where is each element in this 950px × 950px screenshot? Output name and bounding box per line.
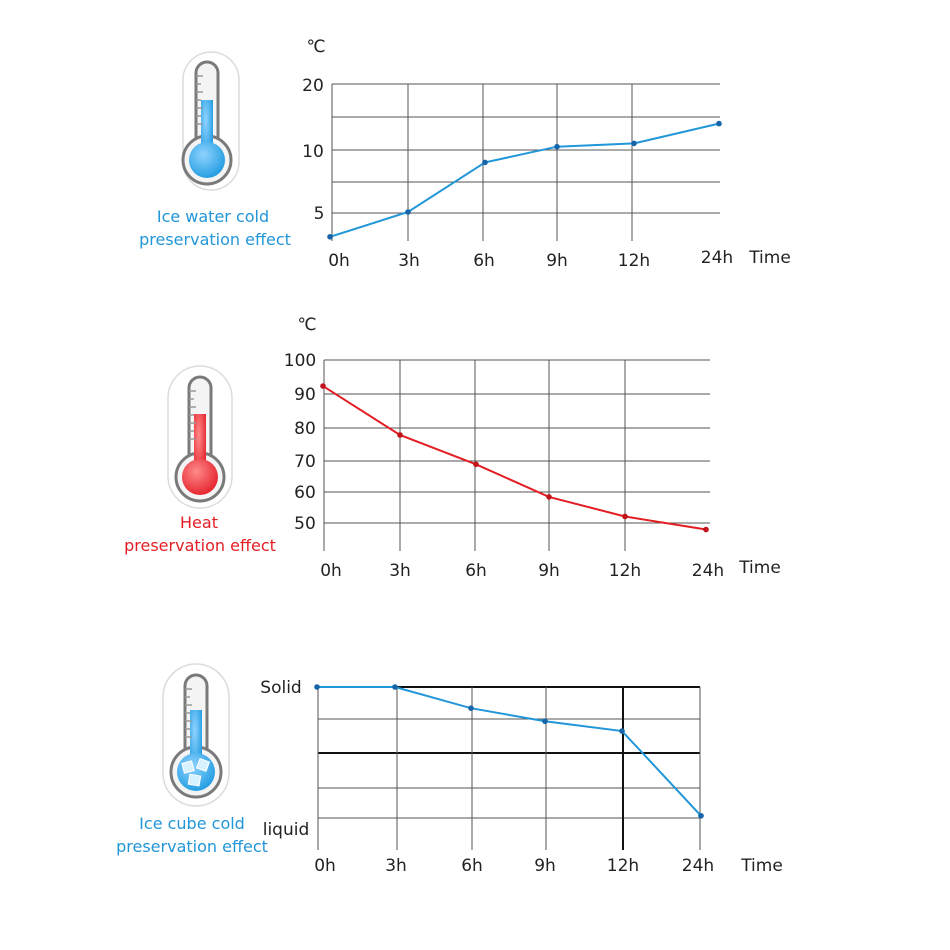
y-tick-label: 50: [294, 514, 316, 534]
x-tick-label: 12h: [609, 561, 641, 581]
y-tick-label: 80: [294, 419, 316, 439]
data-point: [622, 513, 628, 520]
x-axis-label: Time: [740, 856, 783, 876]
y-tick-label: 100: [284, 351, 316, 371]
x-tick-label: 6h: [465, 561, 487, 581]
data-point: [716, 120, 722, 127]
x-tick-label: 9h: [538, 561, 560, 581]
data-point: [327, 234, 333, 240]
data-point: [619, 728, 625, 734]
y-tick-label: 70: [294, 452, 316, 472]
caption-ice-water-line1: Ice water cold: [157, 207, 269, 226]
x-tick-label: 9h: [534, 856, 556, 876]
x-tick-label: 6h: [473, 251, 495, 271]
data-point: [473, 461, 479, 468]
y-tick-label: 20: [302, 76, 324, 96]
data-point: [405, 209, 411, 215]
x-tick-label: 12h: [607, 856, 639, 876]
data-point: [546, 494, 552, 500]
data-point: [392, 684, 398, 690]
y-tick-label: 5: [314, 204, 325, 224]
x-tick-label: 3h: [385, 856, 407, 876]
chart-ice-cube-grid: [317, 686, 701, 850]
data-point: [631, 140, 637, 147]
series-ice-cube: [314, 684, 704, 819]
y-tick-label: 90: [294, 385, 316, 405]
y-tick-label: 60: [294, 483, 316, 503]
series-heat: [320, 383, 709, 533]
chart-heat-grid: [323, 359, 710, 551]
x-tick-label: 0h: [328, 251, 350, 271]
data-point: [314, 684, 320, 690]
data-point: [703, 526, 709, 533]
x-tick-label: 24h: [682, 856, 714, 876]
x-tick-label: 24h: [701, 248, 733, 268]
x-tick-label: 3h: [398, 251, 420, 271]
caption-ice-cube-line2: preservation effect: [116, 837, 268, 856]
series-line: [322, 385, 707, 531]
caption-ice-cube-line1: Ice cube cold: [139, 814, 245, 833]
y-tick-label-liquid: liquid: [263, 820, 310, 840]
y-unit-label: ℃: [306, 37, 325, 57]
chart-ice-water-grid: [331, 83, 720, 241]
data-point: [554, 143, 560, 150]
caption-heat-line1: Heat: [180, 513, 218, 532]
data-point: [482, 159, 488, 166]
x-tick-label: 24h: [692, 561, 724, 581]
y-tick-label: 10: [302, 142, 324, 162]
chart-heat: ℃ 100 90 80 70 60 50 0h 3h 6h 9h 12h 24h…: [284, 315, 781, 581]
chart-ice-water: ℃ 20 10 5 0h 3h 6h 9h 12h 24h Time: [302, 37, 791, 271]
x-tick-label: 0h: [320, 561, 342, 581]
series-ice-water: [327, 120, 722, 240]
thermometer-icon-ice-cube: [162, 663, 230, 807]
series-line: [329, 122, 720, 238]
x-tick-label: 0h: [314, 856, 336, 876]
data-point: [542, 718, 548, 725]
thermometer-icon-heat: [167, 365, 233, 509]
caption-heat-line2: preservation effect: [124, 536, 276, 555]
data-point: [468, 705, 474, 711]
x-tick-label: 3h: [389, 561, 411, 581]
x-tick-label: 6h: [461, 856, 483, 876]
x-tick-label: 12h: [618, 251, 650, 271]
thermometer-icon-ice-water: [181, 51, 240, 191]
x-axis-label: Time: [748, 248, 791, 268]
x-tick-label: 9h: [546, 251, 568, 271]
data-point: [320, 383, 326, 389]
data-point: [397, 432, 403, 438]
y-tick-label-solid: Solid: [260, 678, 301, 698]
x-axis-label: Time: [738, 558, 781, 578]
caption-ice-water-line2: preservation effect: [139, 230, 291, 249]
chart-ice-cube: Solid liquid 0h 3h 6h 9h 12h 24h Time: [260, 678, 783, 876]
series-line: [317, 686, 702, 817]
y-unit-label: ℃: [297, 315, 316, 335]
data-point: [698, 812, 704, 819]
